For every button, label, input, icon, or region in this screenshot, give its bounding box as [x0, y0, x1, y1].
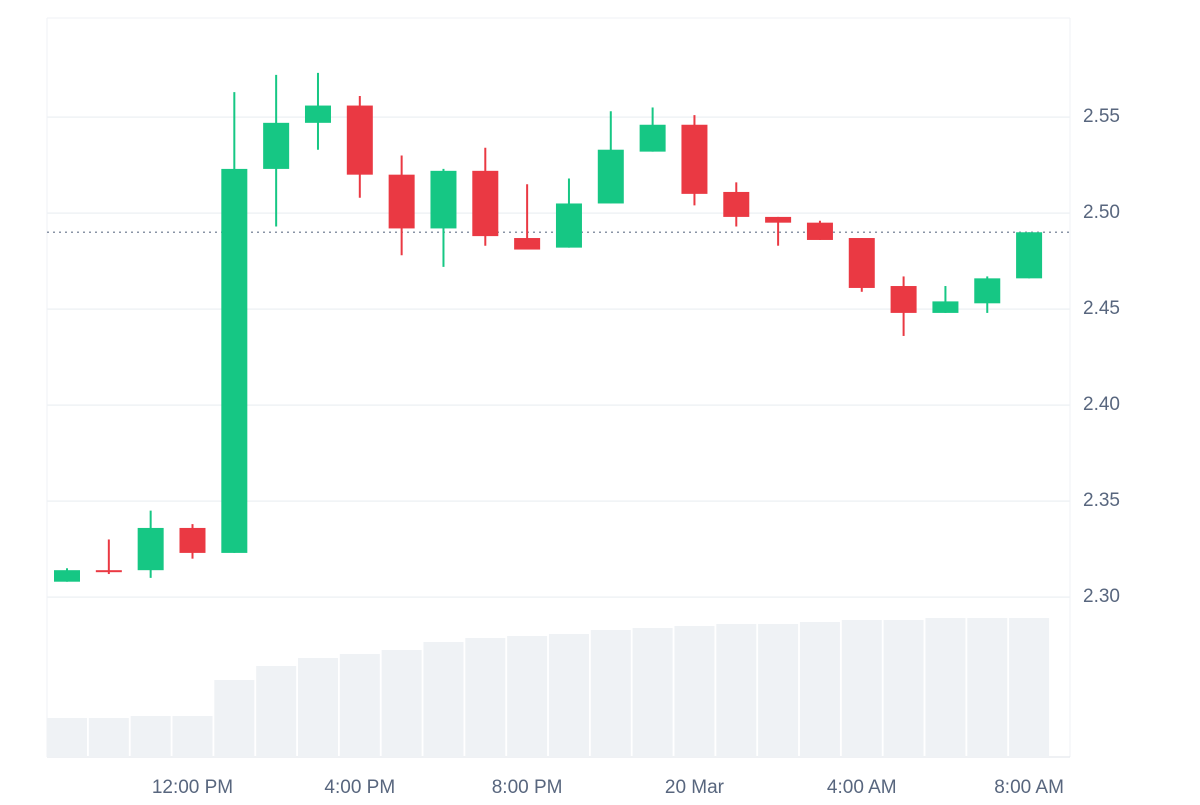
x-tick-label: 4:00 AM	[827, 777, 897, 798]
candle-body	[597, 149, 624, 204]
y-tick-label: 2.40	[1083, 394, 1120, 415]
candle-body	[263, 122, 290, 169]
candle-body	[346, 105, 373, 175]
volume-bar	[841, 620, 882, 757]
candle-body	[974, 278, 1001, 304]
volume-bar	[548, 634, 589, 757]
candle-body	[430, 170, 457, 229]
candle-body	[179, 527, 206, 553]
volume-bar	[88, 718, 129, 757]
volume-bar	[465, 638, 506, 757]
candle-body	[765, 216, 792, 223]
volume-bar	[967, 618, 1008, 757]
candle-body	[806, 222, 833, 240]
volume-bar	[423, 642, 464, 757]
y-tick-label: 2.55	[1083, 106, 1120, 127]
candle-body	[221, 168, 248, 553]
volume-bar	[339, 654, 380, 757]
candle-body	[54, 570, 80, 582]
candle-body	[1016, 232, 1043, 279]
candle-body	[95, 570, 122, 573]
y-tick-label: 2.30	[1083, 586, 1120, 607]
candle-body	[472, 170, 499, 237]
volume-bar	[47, 718, 87, 757]
volume-bar	[925, 618, 966, 757]
volume-bar	[507, 636, 548, 757]
volume-bar	[674, 626, 715, 757]
volume-bar	[716, 624, 757, 757]
candle-body	[304, 105, 331, 123]
volume-bar	[381, 650, 422, 757]
volume-bar	[883, 620, 924, 757]
x-tick-label: 8:00 PM	[492, 777, 563, 798]
volume-bar	[256, 666, 297, 757]
candle-body	[890, 286, 917, 313]
x-tick-label: 8:00 AM	[994, 777, 1064, 798]
candle-body	[932, 301, 959, 313]
candle-body	[514, 238, 541, 250]
volume-bar	[799, 622, 840, 757]
y-tick-label: 2.45	[1083, 298, 1120, 319]
candle-body	[639, 124, 666, 152]
candle-body	[723, 191, 750, 217]
volume-bar	[590, 630, 631, 757]
volume-bar	[172, 716, 213, 757]
volume-bar	[130, 716, 171, 757]
candle-body	[848, 238, 875, 288]
volume-bar	[214, 680, 255, 757]
volume-bar	[758, 624, 799, 757]
x-tick-label: 20 Mar	[665, 777, 725, 798]
x-tick-label: 4:00 PM	[324, 777, 395, 798]
volume-bar	[632, 628, 673, 757]
x-tick-label: 12:00 PM	[152, 777, 233, 798]
y-tick-label: 2.35	[1083, 490, 1120, 511]
candle-body	[137, 527, 164, 571]
volume-bar	[297, 658, 338, 757]
candle-body	[388, 174, 415, 229]
y-tick-label: 2.50	[1083, 202, 1120, 223]
volume-bar	[1009, 618, 1050, 757]
candle-body	[681, 124, 708, 194]
candle-body	[555, 203, 582, 248]
